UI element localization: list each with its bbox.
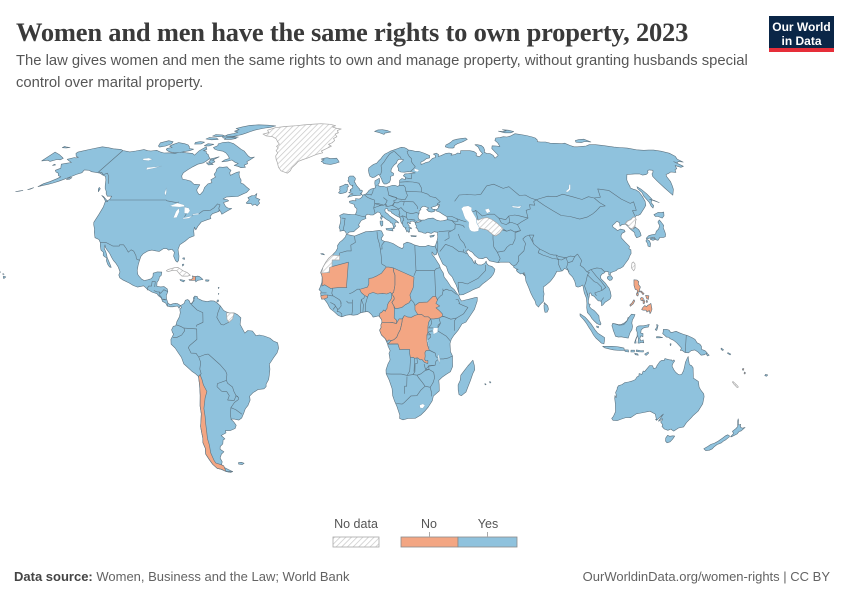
svg-text:No: No bbox=[421, 517, 437, 531]
svg-text:No data: No data bbox=[334, 517, 378, 531]
svg-text:Yes: Yes bbox=[478, 517, 498, 531]
